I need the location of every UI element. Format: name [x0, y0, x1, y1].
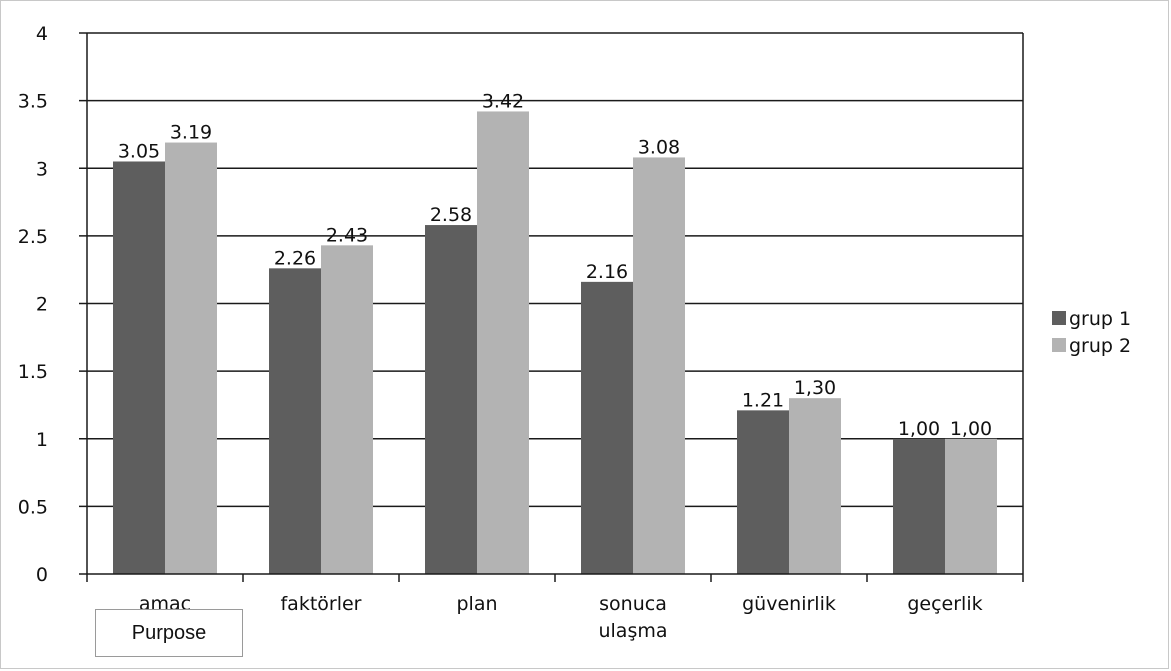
bar-grup-2 — [321, 245, 373, 574]
legend-swatch — [1052, 311, 1066, 325]
y-tick-label: 3.5 — [18, 91, 48, 113]
legend-swatch — [1052, 338, 1066, 352]
bar-grup-2 — [633, 157, 685, 574]
y-tick-label: 2 — [36, 294, 48, 316]
data-label: 2.16 — [586, 261, 628, 283]
legend-label: grup 1 — [1069, 308, 1131, 330]
y-tick-label: 1.5 — [18, 361, 48, 383]
bar-grup-1 — [581, 281, 633, 574]
data-label: 2.58 — [430, 204, 472, 226]
bar-grup-2 — [789, 398, 841, 574]
data-label: 1.21 — [742, 389, 784, 411]
data-label: 3.08 — [638, 136, 680, 158]
data-label: 1,30 — [794, 377, 836, 399]
y-tick-label: 1 — [36, 429, 48, 451]
y-tick-label: 4 — [36, 23, 48, 45]
x-tick-label: geçerlik — [907, 593, 982, 615]
bar-grup-2 — [477, 111, 529, 574]
x-tick-label: güvenirlik — [742, 593, 836, 615]
y-tick-label: 0.5 — [18, 496, 48, 518]
data-label: 1,00 — [898, 418, 940, 440]
y-tick-label: 0 — [36, 564, 48, 586]
bar-grup-1 — [113, 161, 165, 575]
data-label: 3.19 — [170, 122, 212, 144]
data-label: 3.05 — [118, 140, 160, 162]
data-label: 2.43 — [326, 224, 368, 246]
bar-grup-1 — [425, 225, 477, 574]
purpose-tooltip: Purpose — [95, 609, 243, 657]
legend-label: grup 2 — [1069, 335, 1131, 357]
bar-grup-1 — [737, 410, 789, 574]
x-tick-label: sonuca — [599, 593, 667, 615]
y-tick-label: 2.5 — [18, 226, 48, 248]
data-label: 2.26 — [274, 247, 316, 269]
x-tick-label: ulaşma — [598, 620, 667, 642]
y-tick-label: 3 — [36, 158, 48, 180]
bar-grup-1 — [269, 268, 321, 574]
x-tick-label: faktörler — [280, 593, 361, 615]
bar-grup-1 — [893, 438, 945, 574]
bar-grup-2 — [945, 438, 997, 574]
x-tick-label: plan — [456, 593, 497, 615]
data-label: 3.42 — [482, 90, 524, 112]
data-label: 1,00 — [950, 418, 992, 440]
bar-grup-2 — [165, 142, 217, 575]
